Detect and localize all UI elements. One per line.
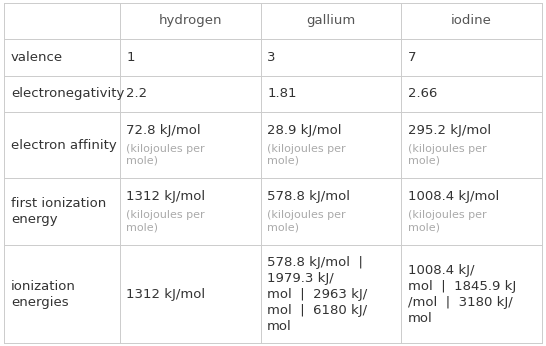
Text: (kilojoules per
mole): (kilojoules per mole) bbox=[267, 210, 346, 232]
Text: valence: valence bbox=[11, 51, 63, 64]
Text: (kilojoules per
mole): (kilojoules per mole) bbox=[127, 144, 205, 166]
Text: 3: 3 bbox=[267, 51, 276, 64]
Text: 578.8 kJ/mol  |
1979.3 kJ/
mol  |  2963 kJ/
mol  |  6180 kJ/
mol: 578.8 kJ/mol | 1979.3 kJ/ mol | 2963 kJ/… bbox=[267, 256, 367, 333]
Text: iodine: iodine bbox=[451, 15, 492, 27]
Text: ionization
energies: ionization energies bbox=[11, 280, 76, 309]
Text: 72.8 kJ/mol: 72.8 kJ/mol bbox=[127, 124, 201, 137]
Text: hydrogen: hydrogen bbox=[158, 15, 222, 27]
Text: 1: 1 bbox=[127, 51, 135, 64]
Text: (kilojoules per
mole): (kilojoules per mole) bbox=[408, 210, 486, 232]
Text: electronegativity: electronegativity bbox=[11, 87, 124, 100]
Text: 1312 kJ/mol: 1312 kJ/mol bbox=[127, 288, 205, 301]
Text: 578.8 kJ/mol: 578.8 kJ/mol bbox=[267, 190, 350, 203]
Text: 1.81: 1.81 bbox=[267, 87, 296, 100]
Text: first ionization
energy: first ionization energy bbox=[11, 197, 106, 226]
Text: 1008.4 kJ/mol: 1008.4 kJ/mol bbox=[408, 190, 499, 203]
Text: 295.2 kJ/mol: 295.2 kJ/mol bbox=[408, 124, 491, 137]
Text: 2.66: 2.66 bbox=[408, 87, 437, 100]
Text: (kilojoules per
mole): (kilojoules per mole) bbox=[267, 144, 346, 166]
Text: 2.2: 2.2 bbox=[127, 87, 147, 100]
Text: 28.9 kJ/mol: 28.9 kJ/mol bbox=[267, 124, 342, 137]
Text: (kilojoules per
mole): (kilojoules per mole) bbox=[127, 210, 205, 232]
Text: 1312 kJ/mol: 1312 kJ/mol bbox=[127, 190, 205, 203]
Text: (kilojoules per
mole): (kilojoules per mole) bbox=[408, 144, 486, 166]
Text: 1008.4 kJ/
mol  |  1845.9 kJ
/mol  |  3180 kJ/
mol: 1008.4 kJ/ mol | 1845.9 kJ /mol | 3180 k… bbox=[408, 264, 516, 325]
Text: electron affinity: electron affinity bbox=[11, 139, 117, 152]
Text: 7: 7 bbox=[408, 51, 417, 64]
Text: gallium: gallium bbox=[306, 15, 355, 27]
